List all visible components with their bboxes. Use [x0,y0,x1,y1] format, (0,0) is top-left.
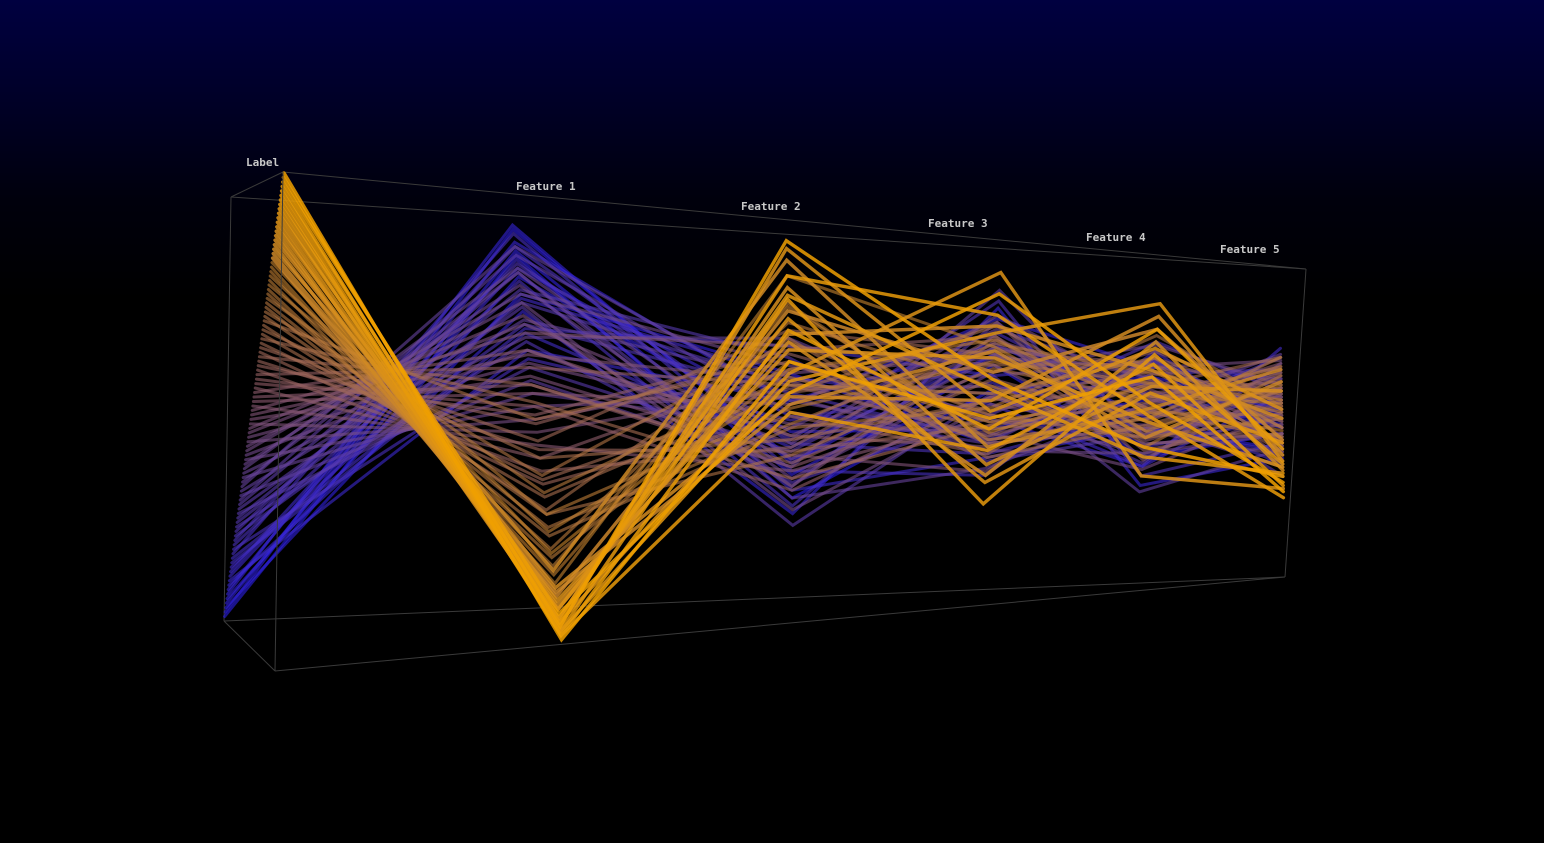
box-edge-top-back [230,196,1307,270]
box-edge-bottom-front [274,576,1286,672]
series-line-58[interactable] [270,261,1284,556]
series-line-62[interactable] [273,238,1285,591]
series-line-55[interactable] [268,279,1283,569]
series-line-72[interactable] [281,175,1285,631]
box-edge-bottom-left [223,620,276,672]
axis-labels: Label Feature 1 Feature 2 Feature 3 Feature … [246,156,1280,256]
axis-label-3: Feature 3 [928,217,988,230]
axis-label-5: Feature 5 [1220,243,1280,256]
box-edge-left-front [274,171,284,672]
bounding-box-back [223,171,1307,622]
box-edge-left-back [223,196,232,622]
box-edge-top-left [230,171,284,198]
series-lines [223,171,1286,643]
box-edge-bottom-back [223,576,1286,622]
box-edge-top-front [282,171,1307,270]
axis-label-2: Feature 2 [741,200,801,213]
axis-label-0: Label [246,156,279,169]
series-line-73[interactable] [282,171,1286,643]
bounding-box-front [223,171,1286,672]
series-line-43[interactable] [258,350,1283,486]
series-line-35[interactable] [251,320,1283,462]
axis-label-1: Feature 1 [516,180,576,193]
axis-label-4: Feature 4 [1086,231,1146,244]
box-edge-right [1284,268,1307,578]
series-line-74[interactable] [281,180,1285,617]
